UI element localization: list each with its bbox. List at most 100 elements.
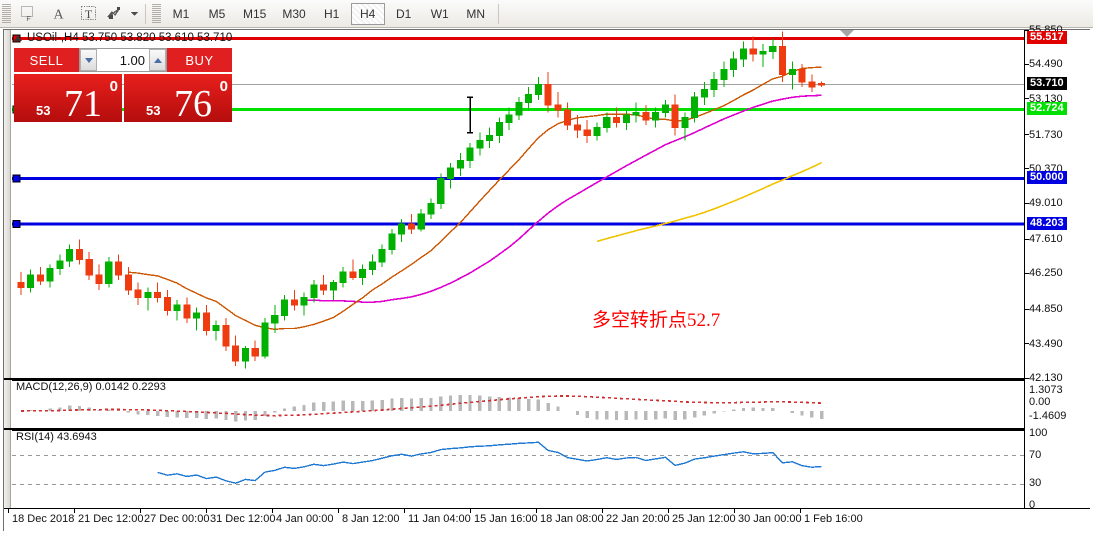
price-tick-mark [1025, 63, 1029, 65]
price-tick-mark [1025, 29, 1029, 31]
chart-vertical-scrollbar[interactable] [4, 30, 11, 530]
timeframe-m5[interactable]: M5 [208, 6, 226, 21]
sell-price-main: 71 [64, 83, 102, 125]
price-tick-mark [1025, 98, 1029, 100]
buy-price-cell[interactable]: 53 76 0 [124, 74, 232, 125]
price-label-level[interactable]: 48.203 [1027, 216, 1067, 230]
text-label-icon[interactable]: A [43, 2, 73, 26]
time-tick-label: 11 Jan 04:00 [408, 513, 471, 525]
rsi-tick-label: 100 [1029, 427, 1048, 439]
objects-icon[interactable] [103, 2, 127, 26]
time-tick-mark [206, 509, 207, 513]
timeframe-m1[interactable]: M1 [172, 6, 190, 21]
price-label-last-price[interactable]: 53.710 [1027, 77, 1067, 91]
macd-tick-label: -1.4609 [1029, 410, 1067, 422]
collapse-icon[interactable] [14, 35, 22, 41]
time-tick-mark [536, 509, 537, 513]
toolbar-grip[interactable] [2, 3, 11, 24]
volume-decrease-button[interactable] [80, 49, 97, 71]
chart-area[interactable]: MACD(12,26,9) 0.0142 0.2293 RSI(14) 43.6… [3, 24, 1090, 531]
timeframe-m30[interactable]: M30 [282, 6, 306, 21]
time-tick-mark [74, 509, 75, 513]
time-tick-label: 18 Jan 08:00 [540, 513, 604, 525]
price-tick-mark [1025, 134, 1029, 135]
macd-tick-label: 1.3073 [1029, 384, 1063, 396]
trade-panel-price-row: 53 71 0 53 76 0 [14, 74, 232, 125]
price-tick-mark [1025, 238, 1029, 240]
time-axis[interactable]: 18 Dec 2018 21 Dec 12:00 27 Dec 00:00 31 De… [4, 508, 1090, 531]
sell-price-prefix: 53 [36, 103, 51, 118]
macd-chart-canvas [20, 395, 824, 422]
price-pane[interactable] [12, 30, 1024, 378]
timeframe-h4[interactable]: H4 [350, 2, 385, 25]
volume-increase-button[interactable] [149, 49, 166, 71]
time-tick-mark [272, 509, 273, 513]
sell-price-cell[interactable]: 53 71 0 [14, 74, 122, 125]
price-tick-label: 46.250 [1029, 267, 1063, 280]
time-tick-mark [140, 509, 141, 513]
macd-pane[interactable] [12, 380, 1024, 428]
time-tick-mark [800, 509, 801, 513]
macd-label: MACD(12,26,9) 0.0142 0.2293 [16, 381, 166, 393]
timeframe-grip[interactable] [152, 3, 161, 24]
price-tick-mark [1025, 168, 1029, 170]
svg-text:F: F [26, 16, 30, 22]
toolbar: F A T M1 M5 M15 [0, 0, 1093, 28]
timeframe-mn[interactable]: MN [466, 6, 486, 21]
toolbar-divider [145, 3, 146, 24]
sell-button[interactable]: SELL [14, 48, 79, 72]
price-tick-label: 51.730 [1029, 128, 1063, 141]
rsi-tick-label: 30 [1029, 477, 1042, 490]
svg-text:T: T [84, 7, 92, 21]
crosshair-f-icon[interactable]: F [13, 2, 43, 26]
time-tick-mark [470, 509, 471, 513]
timeframe-d1[interactable]: D1 [396, 6, 412, 21]
time-tick-label: 21 Dec 12:00 [78, 513, 144, 525]
sell-price-suffix: 0 [109, 78, 118, 95]
buy-price-prefix: 53 [146, 103, 161, 118]
price-label-level[interactable]: 50.000 [1027, 171, 1067, 185]
rsi-chart-canvas [12, 441, 1024, 485]
chevron-down-icon[interactable] [127, 2, 141, 26]
chart-annotation-text[interactable]: 多空转折点52.7 [592, 310, 721, 331]
toolbar-divider-2 [497, 3, 499, 24]
timeframe-m15[interactable]: M15 [243, 6, 267, 21]
price-tick-label: 49.010 [1029, 197, 1063, 210]
rsi-tick-label: 0 [1029, 499, 1036, 511]
chart-scroll-marker[interactable] [840, 30, 854, 37]
buy-price-main: 76 [174, 83, 212, 125]
volume-value[interactable]: 1.00 [119, 52, 145, 68]
time-tick-label: 22 Jan 20:00 [606, 513, 670, 525]
time-tick-label: 18 Dec 2018 [12, 513, 75, 525]
text-box-icon[interactable]: T [73, 2, 103, 26]
time-tick-mark [668, 509, 669, 513]
price-label-resistance[interactable]: 55.517 [1027, 31, 1067, 45]
volume-stepper[interactable]: 1.00 [79, 48, 167, 72]
rsi-pane[interactable] [12, 430, 1024, 508]
rsi-label: RSI(14) 43.6943 [16, 431, 97, 443]
price-tick-mark [1025, 377, 1029, 379]
time-tick-mark [404, 509, 405, 513]
price-axis[interactable]: 55.850 54.490 53.130 51.730 50.370 49.010 47.6… [1024, 24, 1090, 530]
price-tick-label: 44.850 [1029, 303, 1063, 315]
one-click-trading-panel[interactable]: SELL 1.00 BUY 53 71 0 [14, 48, 232, 125]
pane-separator-1 [4, 378, 1083, 380]
time-tick-label: 27 Dec 00:00 [144, 513, 210, 525]
time-tick-label: 30 Jan 00:00 [738, 513, 802, 525]
buy-button[interactable]: BUY [167, 48, 232, 72]
time-tick-label: 8 Jan 12:00 [342, 513, 400, 525]
price-tick-label: 54.490 [1029, 58, 1063, 71]
timeframe-h1[interactable]: H1 [324, 6, 340, 21]
time-tick-label: 4 Jan 00:00 [276, 513, 334, 525]
time-tick-label: 25 Jan 12:00 [672, 513, 736, 525]
rsi-tick-label: 70 [1029, 448, 1042, 461]
price-label-support[interactable]: 52.724 [1027, 102, 1067, 116]
price-tick-label: 53.130 [1029, 92, 1063, 105]
timeframe-w1[interactable]: W1 [430, 6, 449, 21]
pane-separator-2 [4, 428, 1083, 430]
price-tick-label: 47.610 [1029, 233, 1063, 245]
trade-panel-top-row: SELL 1.00 BUY [14, 48, 232, 74]
svg-text:A: A [53, 8, 64, 23]
buy-price-suffix: 0 [219, 78, 228, 95]
